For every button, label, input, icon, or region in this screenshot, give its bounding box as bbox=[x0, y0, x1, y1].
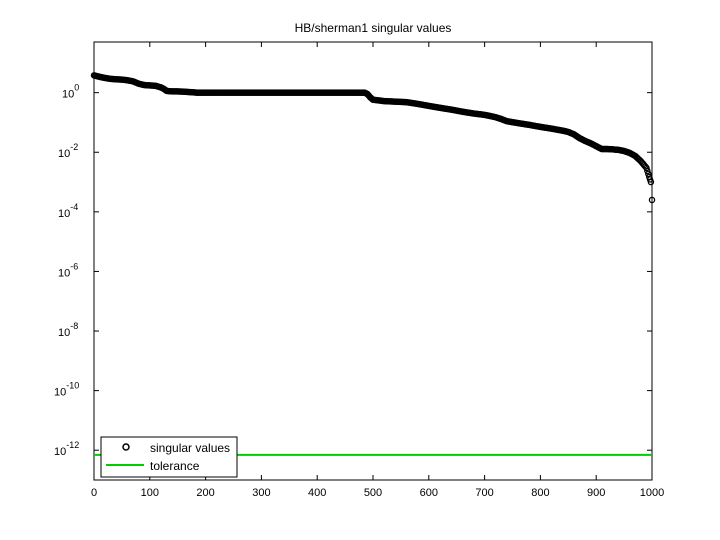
x-tick-label: 200 bbox=[196, 487, 214, 499]
data-point bbox=[644, 167, 651, 175]
y-tick-label: 10-12 bbox=[54, 440, 79, 458]
x-tick-label: 600 bbox=[420, 487, 438, 499]
x-tick-label: 300 bbox=[252, 487, 270, 499]
data-point bbox=[648, 196, 656, 204]
x-tick-label: 900 bbox=[587, 487, 605, 499]
x-tick-label: 700 bbox=[475, 487, 493, 499]
x-tick-label: 100 bbox=[141, 487, 159, 499]
data-point bbox=[647, 178, 655, 186]
y-tick-label: 10-10 bbox=[54, 381, 79, 399]
x-tick-label: 800 bbox=[531, 487, 549, 499]
legend: singular values tolerance bbox=[100, 436, 238, 478]
y-tick-label: 10-2 bbox=[58, 142, 78, 160]
data-point bbox=[643, 164, 650, 172]
x-tick-label: 0 bbox=[91, 487, 97, 499]
data-point bbox=[645, 170, 652, 178]
y-tick-label: 10-4 bbox=[58, 202, 78, 220]
y-tick-label: 100 bbox=[62, 83, 79, 101]
y-tick-label: 10-8 bbox=[58, 321, 78, 339]
x-tick-label: 500 bbox=[364, 487, 382, 499]
x-tick-label: 1000 bbox=[640, 487, 664, 499]
y-tick-label: 10-6 bbox=[58, 261, 78, 279]
legend-label-tolerance: tolerance bbox=[150, 459, 200, 473]
x-tick-label: 400 bbox=[308, 487, 326, 499]
singular-values-series bbox=[90, 72, 656, 204]
chart-title: HB/sherman1 singular values bbox=[295, 21, 452, 35]
legend-box bbox=[100, 436, 238, 478]
legend-marker-singular-values bbox=[122, 443, 130, 451]
plot-area: 0 100 200 300 400 500 600 700 800 900 1000 10-12 10-… bbox=[54, 41, 664, 499]
legend-label-singular-values: singular values bbox=[150, 441, 230, 455]
